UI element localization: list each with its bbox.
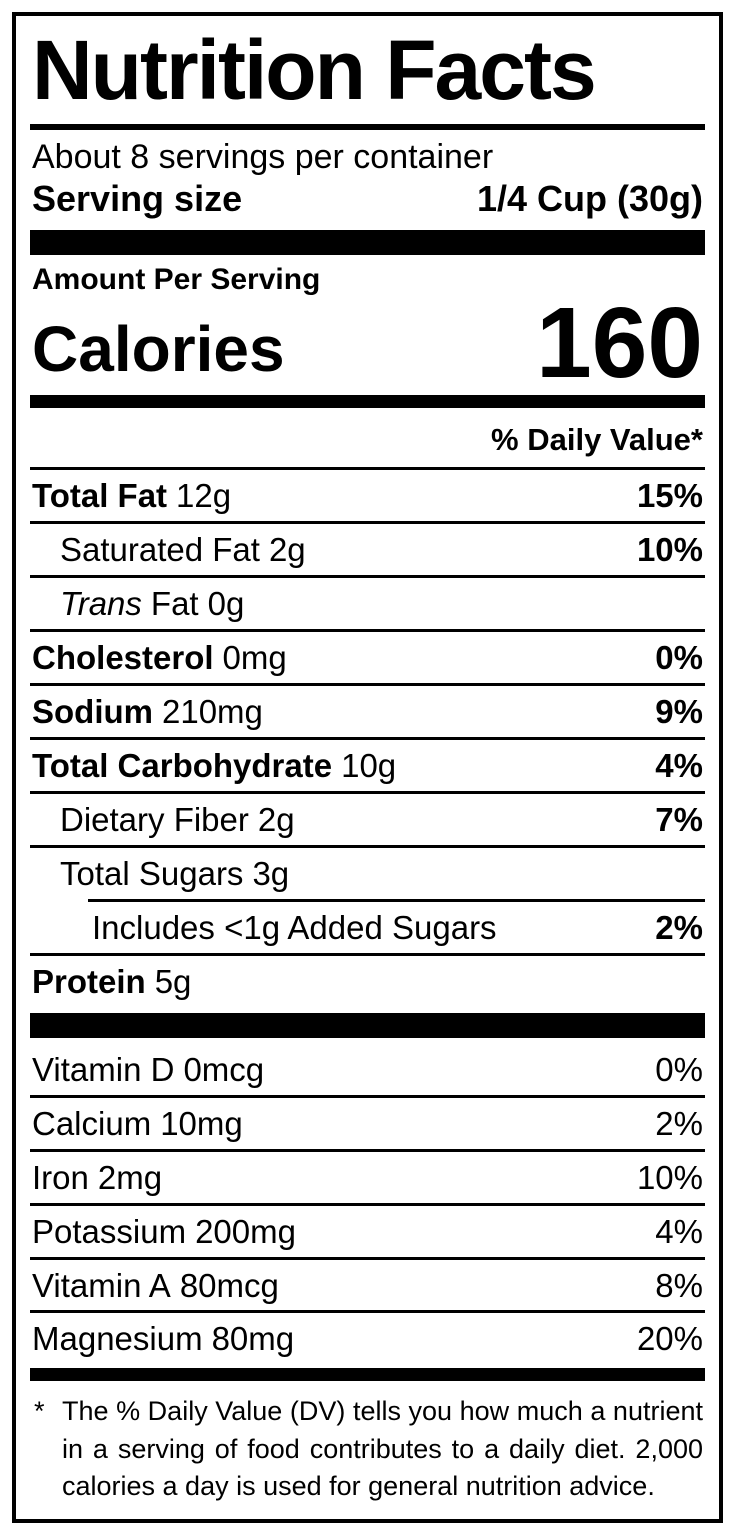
vitamin-row-potassium: Potassium 200mg 4% xyxy=(30,1202,705,1257)
vitamin-amount: 80mcg xyxy=(179,1266,279,1304)
nutrient-name: Includes <1g Added Sugars xyxy=(92,908,497,946)
nutrient-amount: 12g xyxy=(176,477,232,515)
nutrient-dv: 2% xyxy=(655,908,703,946)
nutrient-name: Cholesterol xyxy=(32,639,214,677)
vitamin-amount: 200mg xyxy=(195,1212,296,1250)
vitamin-amount: 0mcg xyxy=(183,1050,265,1088)
amount-per-serving: Amount Per Serving xyxy=(32,263,321,297)
nutrient-amount: 0g xyxy=(207,585,245,623)
vitamin-amount: 10mg xyxy=(160,1104,243,1142)
nutrient-row-sodium: Sodium 210mg 9% xyxy=(30,683,705,737)
nutrient-dv: 0% xyxy=(655,639,703,677)
nutrition-facts-label: Nutrition Facts About 8 servings per con… xyxy=(12,12,723,1524)
nutrient-amount: 210mg xyxy=(162,693,263,731)
serving-size-value: 1/4 Cup (30g) xyxy=(476,178,703,220)
nutrient-amount: 2g xyxy=(268,531,306,569)
vitamin-amount: 80mg xyxy=(211,1320,295,1358)
serving-size-row: Serving size 1/4 Cup (30g) xyxy=(32,178,703,220)
servings-per-container: About 8 servings per container xyxy=(32,137,494,176)
nutrient-dv: 4% xyxy=(655,747,703,785)
vitamin-row-iron: Iron 2mg 10% xyxy=(30,1148,705,1203)
nutrient-dv: 10% xyxy=(636,531,703,569)
nutrient-amount: 0mg xyxy=(222,639,287,677)
nutrient-name: Total Carbohydrate xyxy=(32,747,333,785)
vitamin-dv: 10% xyxy=(636,1158,703,1196)
calories-label: Calories xyxy=(32,313,285,386)
nutrient-row-added-sugars: Includes <1g Added Sugars 2% xyxy=(30,902,705,953)
section-bar xyxy=(30,1368,705,1382)
nutrient-row-total-fat: Total Fat 12g 15% xyxy=(30,467,705,521)
nutrient-dv: 9% xyxy=(655,693,703,731)
vitamin-name: Vitamin D xyxy=(32,1050,175,1088)
nutrient-name: Protein xyxy=(32,962,146,1000)
vitamin-name: Iron xyxy=(32,1158,89,1196)
added-sugars-divider xyxy=(88,898,705,902)
vitamin-row-calcium: Calcium 10mg 2% xyxy=(30,1094,705,1149)
nutrient-amount: 5g xyxy=(154,962,192,1000)
vitamin-amount: 2mg xyxy=(97,1158,163,1196)
footnote-asterisk: * xyxy=(34,1396,45,1427)
nutrient-name: Sodium xyxy=(32,693,153,731)
vitamin-dv: 0% xyxy=(655,1050,703,1088)
footnote-text: The % Daily Value (DV) tells you how muc… xyxy=(62,1396,703,1501)
vitamin-row-magnesium: Magnesium 80mg 20% xyxy=(30,1310,705,1364)
vitamin-dv: 8% xyxy=(655,1266,703,1304)
vitamin-row-vitamin-d: Vitamin D 0mcg 0% xyxy=(30,1044,705,1095)
section-bar xyxy=(30,1012,705,1038)
vitamin-name: Magnesium xyxy=(32,1320,203,1358)
nutrient-row-dietary-fiber: Dietary Fiber 2g 7% xyxy=(30,791,705,845)
nutrient-row-total-carbohydrate: Total Carbohydrate 10g 4% xyxy=(30,737,705,791)
nutrient-name: Dietary Fiber xyxy=(60,801,249,839)
nutrient-name-italic: Trans xyxy=(60,585,142,623)
nutrient-dv: 15% xyxy=(636,477,703,515)
daily-value-footnote: * The % Daily Value (DV) tells you how m… xyxy=(30,1385,705,1509)
nutrient-name: Saturated Fat xyxy=(60,531,260,569)
nutrient-name: Total Sugars xyxy=(60,854,244,892)
title-divider xyxy=(30,123,705,130)
nutrient-dv: 7% xyxy=(655,801,703,839)
vitamin-name: Potassium xyxy=(32,1212,187,1250)
section-bar xyxy=(30,230,705,256)
vitamin-rows: Vitamin D 0mcg 0% Calcium 10mg 2% Iron 2mg … xyxy=(30,1044,705,1365)
calories-value: 160 xyxy=(536,287,703,400)
vitamin-name: Calcium xyxy=(32,1104,152,1142)
daily-value-header: % Daily Value* xyxy=(491,422,703,458)
vitamin-name: Vitamin A xyxy=(32,1266,171,1304)
calories-row: Calories 160 xyxy=(32,287,703,400)
vitamin-dv: 4% xyxy=(655,1212,703,1250)
nutrient-row-total-sugars: Total Sugars 3g xyxy=(30,844,705,899)
nutrient-row-trans-fat: Trans Fat 0g xyxy=(30,575,705,629)
nutrient-name: Fat xyxy=(150,585,199,623)
nutrient-name: Total Fat xyxy=(32,477,168,515)
nutrient-amount: 2g xyxy=(257,801,295,839)
vitamin-dv: 2% xyxy=(655,1104,703,1142)
nutrient-row-cholesterol: Cholesterol 0mg 0% xyxy=(30,629,705,683)
nutrient-amount: 3g xyxy=(252,854,290,892)
nutrient-row-protein: Protein 5g xyxy=(30,952,705,1007)
nutrient-row-saturated-fat: Saturated Fat 2g 10% xyxy=(30,521,705,575)
nutrient-rows: Total Fat 12g 15% Saturated Fat 2g 10% Tra… xyxy=(30,467,705,1006)
vitamin-dv: 20% xyxy=(636,1320,703,1358)
section-bar xyxy=(30,395,705,409)
vitamin-row-vitamin-a: Vitamin A 80mcg 8% xyxy=(30,1256,705,1311)
serving-size-label: Serving size xyxy=(32,178,243,220)
nutrient-amount: 10g xyxy=(341,747,397,785)
label-title: Nutrition Facts xyxy=(32,23,597,117)
